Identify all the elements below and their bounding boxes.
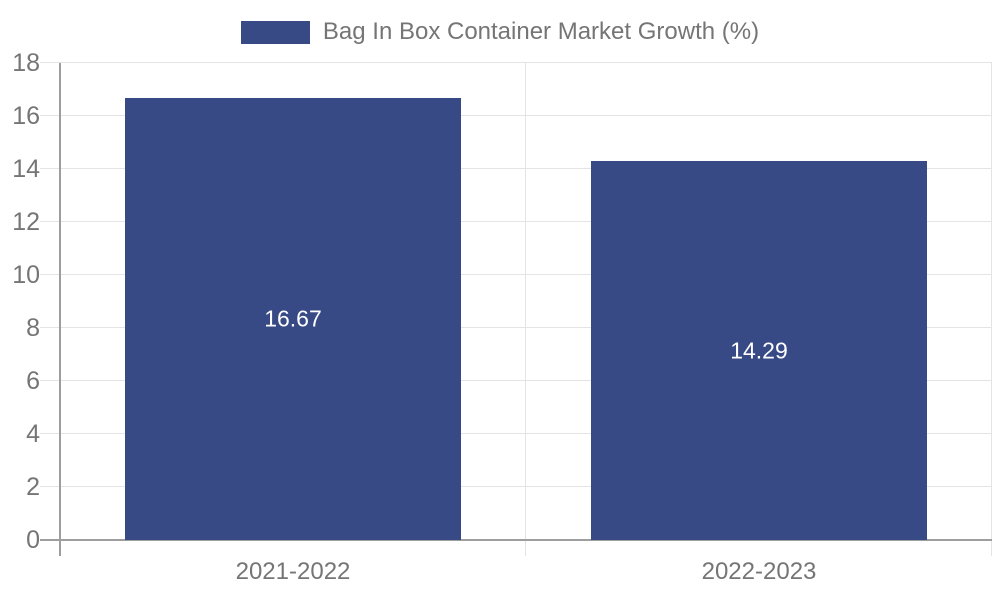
bar-value-label: 16.67 bbox=[264, 305, 322, 332]
gridline bbox=[40, 114, 992, 116]
legend-label: Bag In Box Container Market Growth (%) bbox=[322, 18, 760, 45]
bar-2021-2022[interactable]: 16.67 bbox=[125, 98, 461, 540]
x-axis-label: 2021-2022 bbox=[235, 558, 351, 585]
y-tick-label: 2 bbox=[26, 472, 40, 501]
y-tick-label: 6 bbox=[26, 366, 40, 395]
y-axis-line bbox=[59, 63, 61, 556]
gridline bbox=[40, 167, 992, 169]
gridline bbox=[40, 273, 992, 275]
y-tick-label: 0 bbox=[26, 526, 40, 554]
bar-value-label: 14.29 bbox=[730, 337, 788, 364]
plot-area: 16.67 14.29 bbox=[40, 62, 992, 556]
legend-item[interactable]: Bag In Box Container Market Growth (%) bbox=[0, 18, 1000, 46]
gridline bbox=[40, 220, 992, 222]
legend-swatch bbox=[240, 20, 310, 44]
x-axis-line bbox=[40, 539, 992, 541]
y-tick-label: 14 bbox=[12, 154, 40, 183]
y-axis: 0 2 4 6 8 10 12 14 16 18 bbox=[0, 49, 40, 554]
gridline bbox=[40, 62, 992, 63]
gridline bbox=[40, 433, 992, 434]
y-tick-label: 18 bbox=[12, 49, 40, 77]
y-tick-label: 8 bbox=[26, 314, 40, 342]
y-tick-label: 16 bbox=[12, 101, 40, 130]
y-tick-label: 10 bbox=[12, 260, 40, 289]
gridline bbox=[40, 379, 992, 381]
x-axis: 2021-2022 2022-2023 bbox=[60, 556, 992, 588]
bar-2022-2023[interactable]: 14.29 bbox=[591, 161, 927, 540]
y-tick-label: 12 bbox=[12, 207, 40, 236]
gridline bbox=[40, 327, 992, 328]
category-boundary-gridline bbox=[991, 63, 992, 556]
y-tick-label: 4 bbox=[26, 420, 40, 448]
x-axis-label: 2022-2023 bbox=[701, 558, 817, 585]
category-boundary-gridline bbox=[525, 63, 526, 556]
gridline bbox=[40, 485, 992, 487]
